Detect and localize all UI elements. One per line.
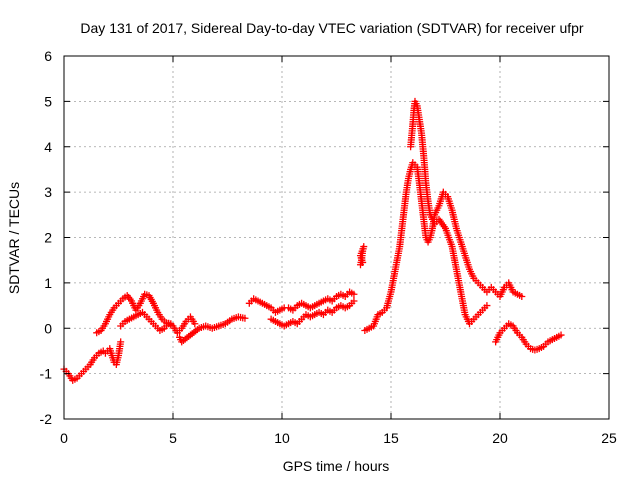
data-point [191, 320, 199, 328]
x-axis-label: GPS time / hours [283, 458, 390, 474]
x-tick-label: 25 [601, 430, 617, 446]
x-tick-label: 0 [60, 430, 68, 446]
data-point [117, 338, 125, 346]
y-tick-label: 1 [44, 275, 52, 291]
y-axis: -2 -1 0 1 2 3 4 5 6 [40, 48, 609, 427]
y-tick-label: -1 [40, 366, 53, 382]
data-point [359, 258, 367, 266]
grid [64, 56, 609, 419]
data-point [518, 292, 526, 300]
data-point [557, 331, 565, 339]
chart-title: Day 131 of 2017, Sidereal Day-to-day VTE… [80, 20, 584, 36]
data-point [350, 297, 358, 305]
x-axis: 0 5 10 15 20 25 [60, 56, 617, 446]
data-point [483, 302, 491, 310]
x-tick-label: 10 [274, 430, 290, 446]
data-points [60, 97, 565, 384]
y-tick-label: 0 [44, 320, 52, 336]
y-tick-label: 3 [44, 184, 52, 200]
x-tick-label: 20 [492, 430, 508, 446]
y-tick-label: 2 [44, 230, 52, 246]
y-tick-label: 4 [44, 139, 52, 155]
x-tick-label: 5 [169, 430, 177, 446]
y-tick-label: 5 [44, 93, 52, 109]
y-tick-label: -2 [40, 411, 53, 427]
y-tick-label: 6 [44, 48, 52, 64]
y-axis-label: SDTVAR / TECUs [6, 182, 22, 294]
data-point [241, 314, 249, 322]
x-tick-label: 15 [383, 430, 399, 446]
data-point [350, 290, 358, 298]
